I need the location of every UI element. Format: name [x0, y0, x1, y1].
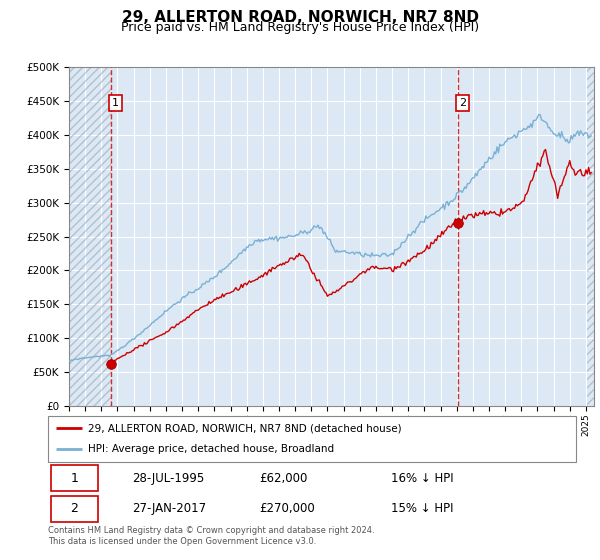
Text: 2: 2 — [459, 98, 466, 108]
Text: £270,000: £270,000 — [259, 502, 315, 515]
Text: 29, ALLERTON ROAD, NORWICH, NR7 8ND (detached house): 29, ALLERTON ROAD, NORWICH, NR7 8ND (det… — [88, 423, 401, 433]
Text: 15% ↓ HPI: 15% ↓ HPI — [391, 502, 454, 515]
FancyBboxPatch shape — [48, 416, 576, 462]
Text: 1: 1 — [112, 98, 119, 108]
Text: HPI: Average price, detached house, Broadland: HPI: Average price, detached house, Broa… — [88, 445, 334, 455]
Text: 16% ↓ HPI: 16% ↓ HPI — [391, 472, 454, 485]
Text: 1: 1 — [70, 472, 79, 485]
Text: Contains HM Land Registry data © Crown copyright and database right 2024.
This d: Contains HM Land Registry data © Crown c… — [48, 526, 374, 546]
Text: £62,000: £62,000 — [259, 472, 308, 485]
Text: 27-JAN-2017: 27-JAN-2017 — [133, 502, 206, 515]
Text: 28-JUL-1995: 28-JUL-1995 — [133, 472, 205, 485]
Text: Price paid vs. HM Land Registry's House Price Index (HPI): Price paid vs. HM Land Registry's House … — [121, 21, 479, 34]
Text: 2: 2 — [70, 502, 79, 515]
FancyBboxPatch shape — [50, 465, 98, 491]
Text: 29, ALLERTON ROAD, NORWICH, NR7 8ND: 29, ALLERTON ROAD, NORWICH, NR7 8ND — [121, 10, 479, 25]
FancyBboxPatch shape — [50, 496, 98, 522]
